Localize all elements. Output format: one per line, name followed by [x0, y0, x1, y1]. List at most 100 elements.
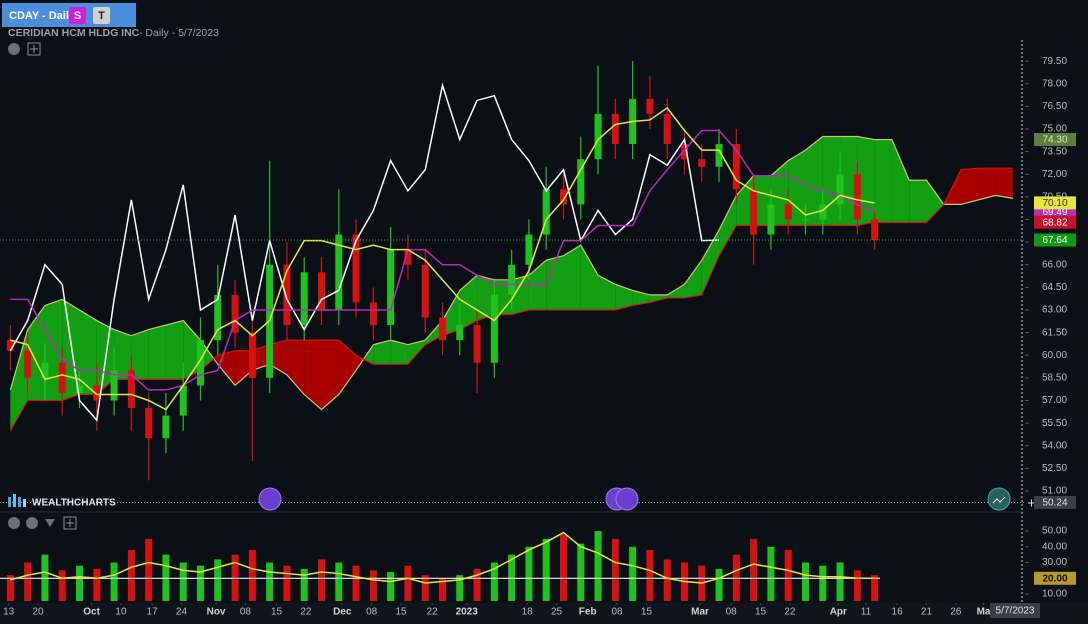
- volume-bar: [6, 575, 14, 601]
- cloud-segment: [788, 150, 806, 226]
- candle-body: [819, 204, 827, 220]
- cloud-segment: [926, 180, 944, 223]
- candle-body: [646, 98, 654, 114]
- volume-bar: [577, 543, 585, 601]
- trend-icon[interactable]: [987, 487, 1011, 511]
- cloud-segment: [563, 245, 581, 310]
- cloud-segment: [338, 340, 357, 395]
- pane-add-icon[interactable]: [63, 516, 77, 530]
- candle-body: [41, 362, 49, 378]
- y-tick-label: 76.50: [1042, 101, 1067, 112]
- pane-collapse-icon[interactable]: [26, 517, 38, 529]
- volume-bar: [110, 562, 118, 601]
- candle-body: [680, 144, 688, 160]
- y-tick-label: 58.50: [1042, 373, 1067, 384]
- span-b-line: [9, 167, 1013, 431]
- candle-body: [801, 219, 809, 221]
- cloud-segment: [822, 136, 841, 226]
- cloud-segment: [891, 139, 910, 223]
- cloud-segment: [235, 350, 253, 386]
- volume-bar: [715, 568, 723, 601]
- candle-body: [179, 385, 187, 416]
- volume-bar: [853, 570, 861, 601]
- x-tick-label: 11: [861, 607, 872, 618]
- cloud-segment: [684, 260, 702, 298]
- candle-body: [197, 340, 205, 386]
- cloud-segment: [753, 175, 771, 226]
- candle-body: [145, 408, 153, 439]
- candle-body: [473, 325, 481, 363]
- x-axis-band: [0, 603, 1088, 624]
- value-box-label: 70.10: [1042, 198, 1067, 209]
- pane-settings-icon[interactable]: [8, 517, 20, 529]
- volume-bar: [784, 549, 792, 601]
- crosshair-add[interactable]: [1028, 499, 1035, 507]
- candle-body: [127, 370, 135, 409]
- y-tick-label: 40.00: [1042, 541, 1067, 552]
- cloud-segment: [10, 329, 28, 431]
- pane-menu-icon[interactable]: [45, 519, 55, 527]
- cloud-segment: [546, 255, 564, 310]
- x-tick-label: Oct: [83, 607, 100, 618]
- candle-body: [611, 113, 619, 145]
- plot-area: [0, 40, 1025, 603]
- volume-bar: [352, 565, 360, 601]
- y-tick-label: 72.00: [1042, 169, 1067, 180]
- s-button[interactable]: [69, 7, 86, 24]
- value-box-label: 68.82: [1042, 217, 1067, 228]
- volume-bar: [559, 534, 567, 601]
- y-tick-label: 61.50: [1042, 327, 1067, 338]
- candle-body: [715, 144, 723, 167]
- volume-bar: [594, 530, 602, 601]
- cloud-segment: [321, 340, 339, 410]
- volume-bar: [127, 549, 135, 601]
- crosshair-date: 5/7/2023: [996, 606, 1035, 617]
- y-tick-label: 57.00: [1042, 395, 1067, 406]
- s-button-label: S: [74, 10, 81, 22]
- candle-body: [24, 350, 32, 378]
- candle-body: [784, 204, 792, 220]
- candle-body: [853, 174, 861, 220]
- trend-icon-glyph: [992, 496, 1006, 504]
- indicator-line: [10, 129, 875, 391]
- y-tick-label: 10.00: [1042, 589, 1067, 600]
- candle-body: [300, 272, 308, 326]
- subtitle: - Daily - 5/7/2023: [139, 27, 219, 39]
- volume-bar: [145, 538, 153, 601]
- settings-icon[interactable]: [8, 43, 20, 55]
- x-tick-label: 25: [551, 607, 563, 618]
- t-button[interactable]: [93, 7, 110, 24]
- volume-bar: [369, 570, 377, 601]
- cloud-segment: [373, 340, 391, 365]
- crosshair-date-box: [990, 603, 1040, 618]
- x-tick-label: 10: [115, 607, 127, 618]
- candle-body: [767, 204, 775, 235]
- event-icon[interactable]: [615, 487, 639, 511]
- y-tick-label: 50.00: [1042, 526, 1067, 537]
- volume-bar: [836, 562, 844, 601]
- volume-bar: [646, 549, 654, 601]
- cloud-segment: [269, 340, 287, 375]
- y-tick-label: 55.50: [1042, 418, 1067, 429]
- add-icon[interactable]: [27, 42, 41, 56]
- volume-bar: [490, 562, 498, 601]
- value-box: [1034, 233, 1076, 247]
- candle-body: [387, 249, 395, 326]
- cloud-segment: [667, 284, 685, 298]
- x-tick-label: Dec: [333, 607, 352, 618]
- cloud-segment: [649, 294, 668, 303]
- volume-bar: [197, 565, 205, 601]
- candle-body: [732, 144, 740, 190]
- cloud-segment: [770, 160, 789, 226]
- volume-bar: [525, 546, 533, 601]
- candle-body: [559, 189, 567, 205]
- cloud-segment: [580, 245, 599, 310]
- cloud-segment: [114, 329, 132, 380]
- value-box-label: 74.30: [1042, 135, 1067, 146]
- cloud-segment: [148, 325, 166, 380]
- volume-bar: [438, 578, 446, 601]
- cloud-segment: [719, 195, 737, 256]
- event-icon[interactable]: [258, 487, 282, 511]
- logo-mark: [8, 494, 26, 507]
